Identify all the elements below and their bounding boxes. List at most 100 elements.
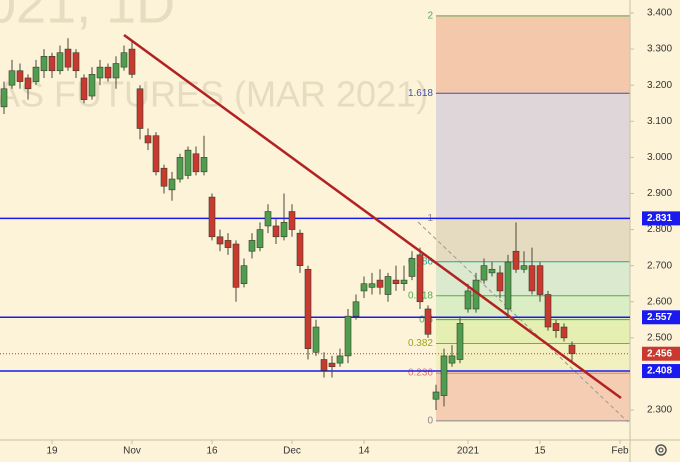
candle-body xyxy=(544,294,552,328)
x-tick-label: Dec xyxy=(283,446,301,457)
candle-body xyxy=(128,48,136,75)
price-box-label: 2.408 xyxy=(647,366,672,377)
candle-body xyxy=(336,355,344,364)
watermark: 021, 1D xyxy=(0,0,175,34)
candle-body xyxy=(408,258,416,277)
candle-body xyxy=(560,326,568,339)
price-box xyxy=(642,211,680,226)
candle-body xyxy=(216,236,224,245)
candle-body xyxy=(88,74,96,97)
x-tick-label: Feb xyxy=(611,446,629,457)
candle-body xyxy=(136,88,144,129)
fib-label: 0.382 xyxy=(408,338,433,349)
fib-diagonal xyxy=(417,221,629,423)
candle-body xyxy=(312,326,320,353)
candle-body xyxy=(200,157,208,173)
candle-body xyxy=(176,157,184,180)
candle-body xyxy=(344,315,352,357)
candle-body xyxy=(424,308,432,335)
candle-body xyxy=(168,178,176,191)
candle-body xyxy=(280,222,288,238)
x-tick-label: 16 xyxy=(206,446,218,457)
candle-body xyxy=(488,268,496,274)
candle-body xyxy=(80,77,88,100)
gear[interactable] xyxy=(655,444,667,456)
price-box-label: 2.831 xyxy=(647,213,672,224)
candle-body xyxy=(504,261,512,310)
candle-body xyxy=(144,135,152,144)
candle-body xyxy=(120,52,128,68)
price-box xyxy=(642,310,680,325)
candle-body xyxy=(368,283,376,288)
candle-body xyxy=(352,301,360,317)
candle-body xyxy=(384,276,392,295)
last-price-box xyxy=(642,346,680,361)
candle-body xyxy=(240,265,248,285)
y-tick-label: 3.300 xyxy=(647,44,672,55)
candle-body xyxy=(224,240,232,248)
candle-body xyxy=(256,229,264,248)
candle-body xyxy=(112,63,120,79)
gear-center[interactable] xyxy=(658,447,664,453)
candle-body xyxy=(320,359,328,371)
candle-body xyxy=(192,153,200,173)
candle-body xyxy=(360,283,368,292)
candle-body xyxy=(304,268,312,349)
candle-body xyxy=(416,254,424,303)
fib-zone xyxy=(436,295,630,320)
fib-label: 0 xyxy=(427,416,433,427)
y-tick-label: 2.800 xyxy=(647,224,672,235)
y-tick-label: 2.700 xyxy=(647,260,672,271)
candle-body xyxy=(272,225,280,238)
last-price-label: 2.456 xyxy=(647,348,672,359)
y-tick-label: 3.000 xyxy=(647,152,672,163)
x-tick-label: 14 xyxy=(358,446,370,457)
candle-body xyxy=(456,323,464,360)
candle-body xyxy=(248,240,256,252)
candle-body xyxy=(64,48,72,68)
candle-body xyxy=(400,279,408,285)
candle-body xyxy=(328,362,336,368)
candle-body xyxy=(32,66,40,82)
y-tick-label: 2.600 xyxy=(647,296,672,307)
candle-body xyxy=(536,265,544,295)
candle-body xyxy=(104,66,112,79)
candle-body xyxy=(48,56,56,72)
candle-body xyxy=(232,243,240,288)
candle-body xyxy=(264,211,272,227)
candle-body xyxy=(568,344,576,355)
price-box-label: 2.557 xyxy=(647,312,672,323)
candle-body xyxy=(72,52,80,72)
candle-body xyxy=(480,265,488,281)
candle-body xyxy=(40,56,48,72)
fib-zone xyxy=(436,93,630,219)
candle-body xyxy=(496,272,504,292)
price-box xyxy=(642,364,680,379)
fib-zone xyxy=(436,343,630,374)
x-tick-label: Nov xyxy=(123,446,141,457)
candle-body xyxy=(96,66,104,79)
fib-zone xyxy=(436,15,630,94)
y-tick-label: 2.900 xyxy=(647,188,672,199)
candle-body xyxy=(8,70,16,86)
fib-label: 2 xyxy=(427,11,433,22)
candle-body xyxy=(184,149,192,176)
candle-body xyxy=(160,167,168,187)
candle-body xyxy=(376,279,384,288)
candle-body xyxy=(464,290,472,310)
candle-body xyxy=(512,250,520,270)
candle-body xyxy=(296,232,304,266)
fib-label: 1.618 xyxy=(408,88,433,99)
y-tick-label: 3.200 xyxy=(647,80,672,91)
y-tick-label: 2.500 xyxy=(647,332,672,343)
candle-body xyxy=(528,265,536,292)
settings-icon[interactable] xyxy=(655,444,667,456)
watermark: AS FUTURES (MAR 2021) xyxy=(0,74,428,115)
candle-body xyxy=(392,279,400,285)
fib-zone xyxy=(436,218,630,262)
candle-body xyxy=(16,70,24,82)
candle-body xyxy=(448,355,456,364)
candle-body xyxy=(288,211,296,230)
